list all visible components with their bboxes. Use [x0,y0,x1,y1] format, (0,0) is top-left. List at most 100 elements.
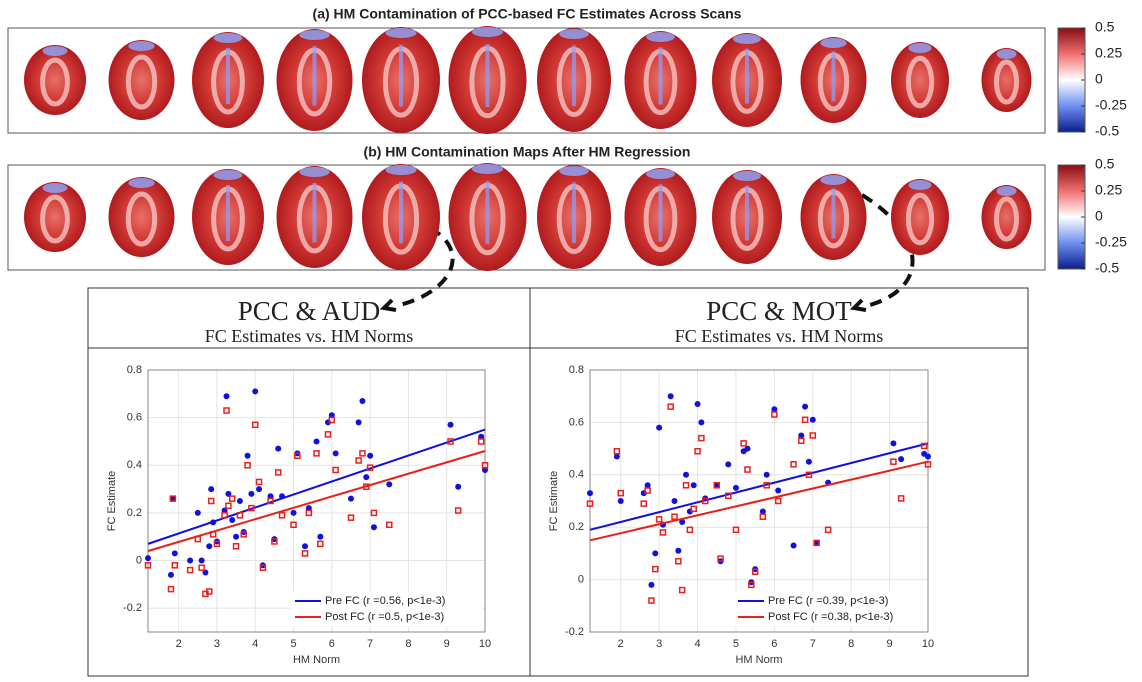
colorbar-label: -0.25 [1095,234,1127,250]
point [764,472,770,478]
legend-label: Post FC (r =0.38, p<1e-3) [768,611,893,623]
x-tick-label: 9 [444,638,450,650]
point [348,515,353,520]
point [695,401,701,407]
colorbar [1058,28,1085,132]
point [641,501,646,506]
blue-region [214,170,243,180]
point [387,522,392,527]
point [268,499,273,504]
point [371,524,377,530]
point [172,563,177,568]
point [775,488,781,494]
x-axis-label: HM Norm [735,654,782,666]
blue-region [385,28,416,38]
arrow-head [854,300,866,310]
y-tick-label: 0.8 [127,364,142,376]
point [291,510,297,516]
x-tick-label: 7 [810,638,816,650]
point [145,555,151,561]
colorbar-label: 0.25 [1095,182,1122,198]
blue-region [299,30,329,40]
point [802,404,808,410]
chart-title: PCC & MOT [706,296,852,326]
x-tick-label: 3 [656,638,662,650]
x-tick-label: 10 [922,638,934,650]
point [587,490,593,496]
x-tick-label: 3 [214,638,220,650]
point [776,499,781,504]
x-tick-label: 9 [887,638,893,650]
point [649,598,654,603]
fit-line [148,451,485,551]
point [806,459,812,465]
blue-region [559,29,589,39]
blue-region [908,180,931,190]
colorbar-label: 0 [1095,208,1103,224]
y-axis-label: FC Estimate [548,471,560,532]
colorbar [1058,165,1085,269]
point [356,458,361,463]
blue-region [997,49,1017,59]
colorbar-label: -0.5 [1095,123,1119,139]
x-tick-label: 4 [694,638,700,650]
x-tick-label: 5 [733,638,739,650]
blue-region [472,27,503,37]
x-tick-label: 6 [771,638,777,650]
point [188,568,193,573]
y-tick-label: 0.2 [569,521,584,533]
point [229,517,235,523]
colorbar-label: -0.25 [1095,97,1127,113]
x-tick-label: 8 [848,638,854,650]
point [230,496,235,501]
blue-region [997,186,1017,196]
y-tick-label: -0.2 [565,626,584,638]
point [791,462,796,467]
blue-region [908,43,931,53]
point [168,587,173,592]
blue-region [820,175,846,185]
point [386,481,392,487]
blue-region [214,33,243,43]
fit-line [148,430,485,544]
point [233,534,239,540]
point [207,589,212,594]
point [276,470,281,475]
point [683,472,689,478]
blue-region [733,171,761,181]
point [925,453,931,459]
colorbar-label: -0.5 [1095,260,1119,276]
point [234,544,239,549]
y-tick-label: 0 [136,554,142,566]
y-tick-label: 0.6 [569,416,584,428]
point [684,483,689,488]
point [314,451,319,456]
blue-region [646,32,675,42]
point [648,582,654,588]
blue-region [43,46,68,56]
point [456,508,461,513]
point [237,498,243,504]
point [224,393,230,399]
point [672,498,678,504]
blue-region [472,164,503,174]
legend-label: Post FC (r =0.5, p<1e-3) [325,611,444,623]
y-tick-label: 0.6 [127,412,142,424]
point [660,530,665,535]
point [699,436,704,441]
blue-region [299,167,329,177]
point [810,417,816,423]
y-tick-label: -0.2 [123,602,142,614]
legend-label: Pre FC (r =0.56, p<1e-3) [325,595,445,607]
point [359,398,365,404]
point [614,449,619,454]
point [668,404,673,409]
point [333,450,339,456]
blue-region [559,166,589,176]
legend-label: Pre FC (r =0.39, p<1e-3) [768,595,888,607]
point [325,432,330,437]
point [195,510,201,516]
point [367,453,373,459]
point [187,558,193,564]
point [656,425,662,431]
